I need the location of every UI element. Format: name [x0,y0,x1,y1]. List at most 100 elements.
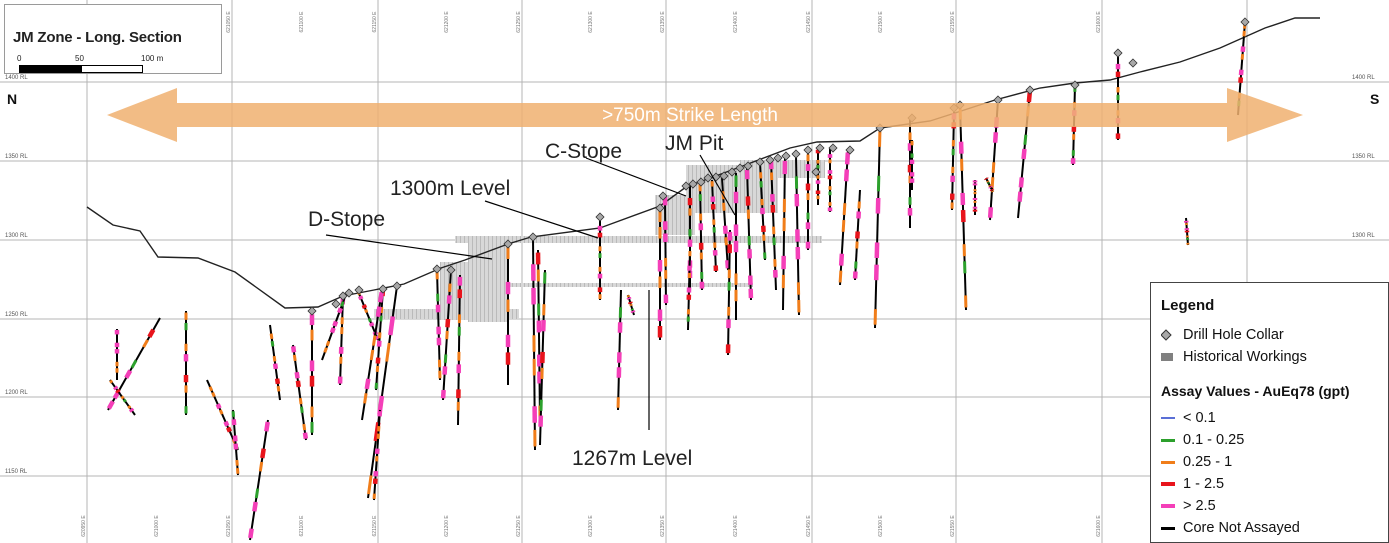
assay-interval [843,169,850,182]
annotation-leaders [325,154,736,430]
assay-interval [446,295,452,304]
assay-interval [364,378,371,390]
assay-interval [302,432,309,440]
assay-interval [113,385,119,391]
legend-assay-title: Assay Values - AuEq78 (gpt) [1161,383,1350,399]
assay-interval [272,363,279,370]
assay-interval [292,354,297,362]
drill-hole-trace [375,288,384,391]
assay-interval [388,316,396,336]
easting-label-top: 621200 E [444,11,450,33]
assay-interval [248,528,254,539]
easting-label-bottom: 621150 E [372,515,378,537]
scale-bar-black [19,65,83,73]
assay-interval [128,407,135,413]
easting-label-bottom: 621500 E [878,515,884,537]
drill-hole-trace [457,274,461,426]
assay-interval [725,260,731,269]
assay-interval [106,400,115,410]
workings-level-1300-b [455,240,822,243]
assay-interval [374,335,380,341]
assay-interval [368,321,375,327]
assay-interval [215,403,222,410]
assay-interval [208,386,214,392]
drill-hole-collar-marker [765,155,775,165]
assay-interval [992,132,999,143]
assay-interval [258,461,264,472]
easting-label-top: 621550 E [950,11,956,33]
drill-hole-trace [664,194,667,306]
assay-interval [124,369,133,379]
drill-hole-collar-marker [791,149,801,159]
strike-length-label: >750m Strike Length [602,105,778,126]
legend-assay-item: 0.1 - 0.25 [1161,430,1244,450]
assay-interval [838,253,845,266]
legend-swatch-icon [1161,504,1175,508]
assay-interval [264,421,270,432]
assay-interval [841,219,846,232]
level-1300-label: 1300m Level [390,177,510,200]
elevation-label-right: 1350 RL [1352,154,1375,160]
drill-hole-collar-marker [696,177,706,187]
workings-level-1267 [505,283,753,287]
drill-hole-collar-marker [1025,85,1035,95]
annotation-labels: C-Stope JM Pit 1300m Level D-Stope 1267m… [308,132,724,470]
drill-hole-collar-marker [993,95,1003,105]
easting-label-top: 621600 E [1096,11,1102,33]
drill-hole-collar-marker [528,232,538,242]
drill-hole-collar-marker [755,157,765,167]
assay-interval [223,420,230,427]
drill-hole-collar-marker [1128,58,1138,68]
assay-interval [443,354,448,363]
easting-label-bottom: 621550 E [950,515,956,537]
assay-interval [1018,177,1025,188]
easting-label-top: 621100 E [299,11,305,33]
assay-interval [367,475,373,495]
assay-interval [838,270,843,283]
collar-icon [1161,329,1172,341]
elevation-label-left: 1200 RL [5,390,28,396]
legend-assay-item: 1 - 2.5 [1161,474,1224,494]
assay-interval [270,340,275,347]
jm-pit-leader [699,154,736,216]
assay-interval [274,378,281,385]
drill-hole-collar-marker [681,181,691,191]
assay-interval [252,501,258,512]
easting-label-bottom: 621350 E [660,515,666,537]
assay-interval [142,339,149,348]
assay-interval [358,295,364,301]
easting-label-top: 621350 E [660,11,666,33]
assay-interval [325,340,331,347]
assay-interval [842,203,847,216]
drill-hole-collar-marker [338,291,348,301]
drill-hole-collar-marker [727,167,737,177]
map-title: JM Zone - Long. Section [13,29,182,46]
legend-assay-item: Core Not Assayed [1161,518,1300,538]
c-stope-label: C-Stope [545,140,622,163]
drill-hole-collar-marker [828,143,838,153]
level-1267-label: 1267m Level [572,447,692,470]
strike-arrow-shape [107,88,1303,142]
drill-hole-trace [874,127,881,329]
legend-title: Legend [1161,297,1215,314]
d-stope-label: D-Stope [308,208,385,231]
easting-label-bottom: 621300 E [588,515,594,537]
easting-label-bottom: 621050 E [226,515,232,537]
drill-hole-trace [711,179,717,273]
assay-interval [385,342,391,362]
drill-hole-trace [249,419,269,541]
easting-label-top: 621500 E [878,11,884,33]
assay-interval [120,395,125,400]
drill-hole-collar-marker [811,167,821,177]
workings-level-1300 [455,236,822,240]
drill-hole-trace [959,104,967,311]
drill-hole-collar-marker [1113,48,1123,58]
drill-hole-trace [373,409,381,501]
easting-label-bottom: 621250 E [516,515,522,537]
drill-hole-trace [770,159,777,291]
assay-interval [369,349,375,361]
level-1300-leader [484,200,599,239]
elevation-label-left: 1350 RL [5,154,28,160]
drill-hole-collar-marker [307,306,317,316]
